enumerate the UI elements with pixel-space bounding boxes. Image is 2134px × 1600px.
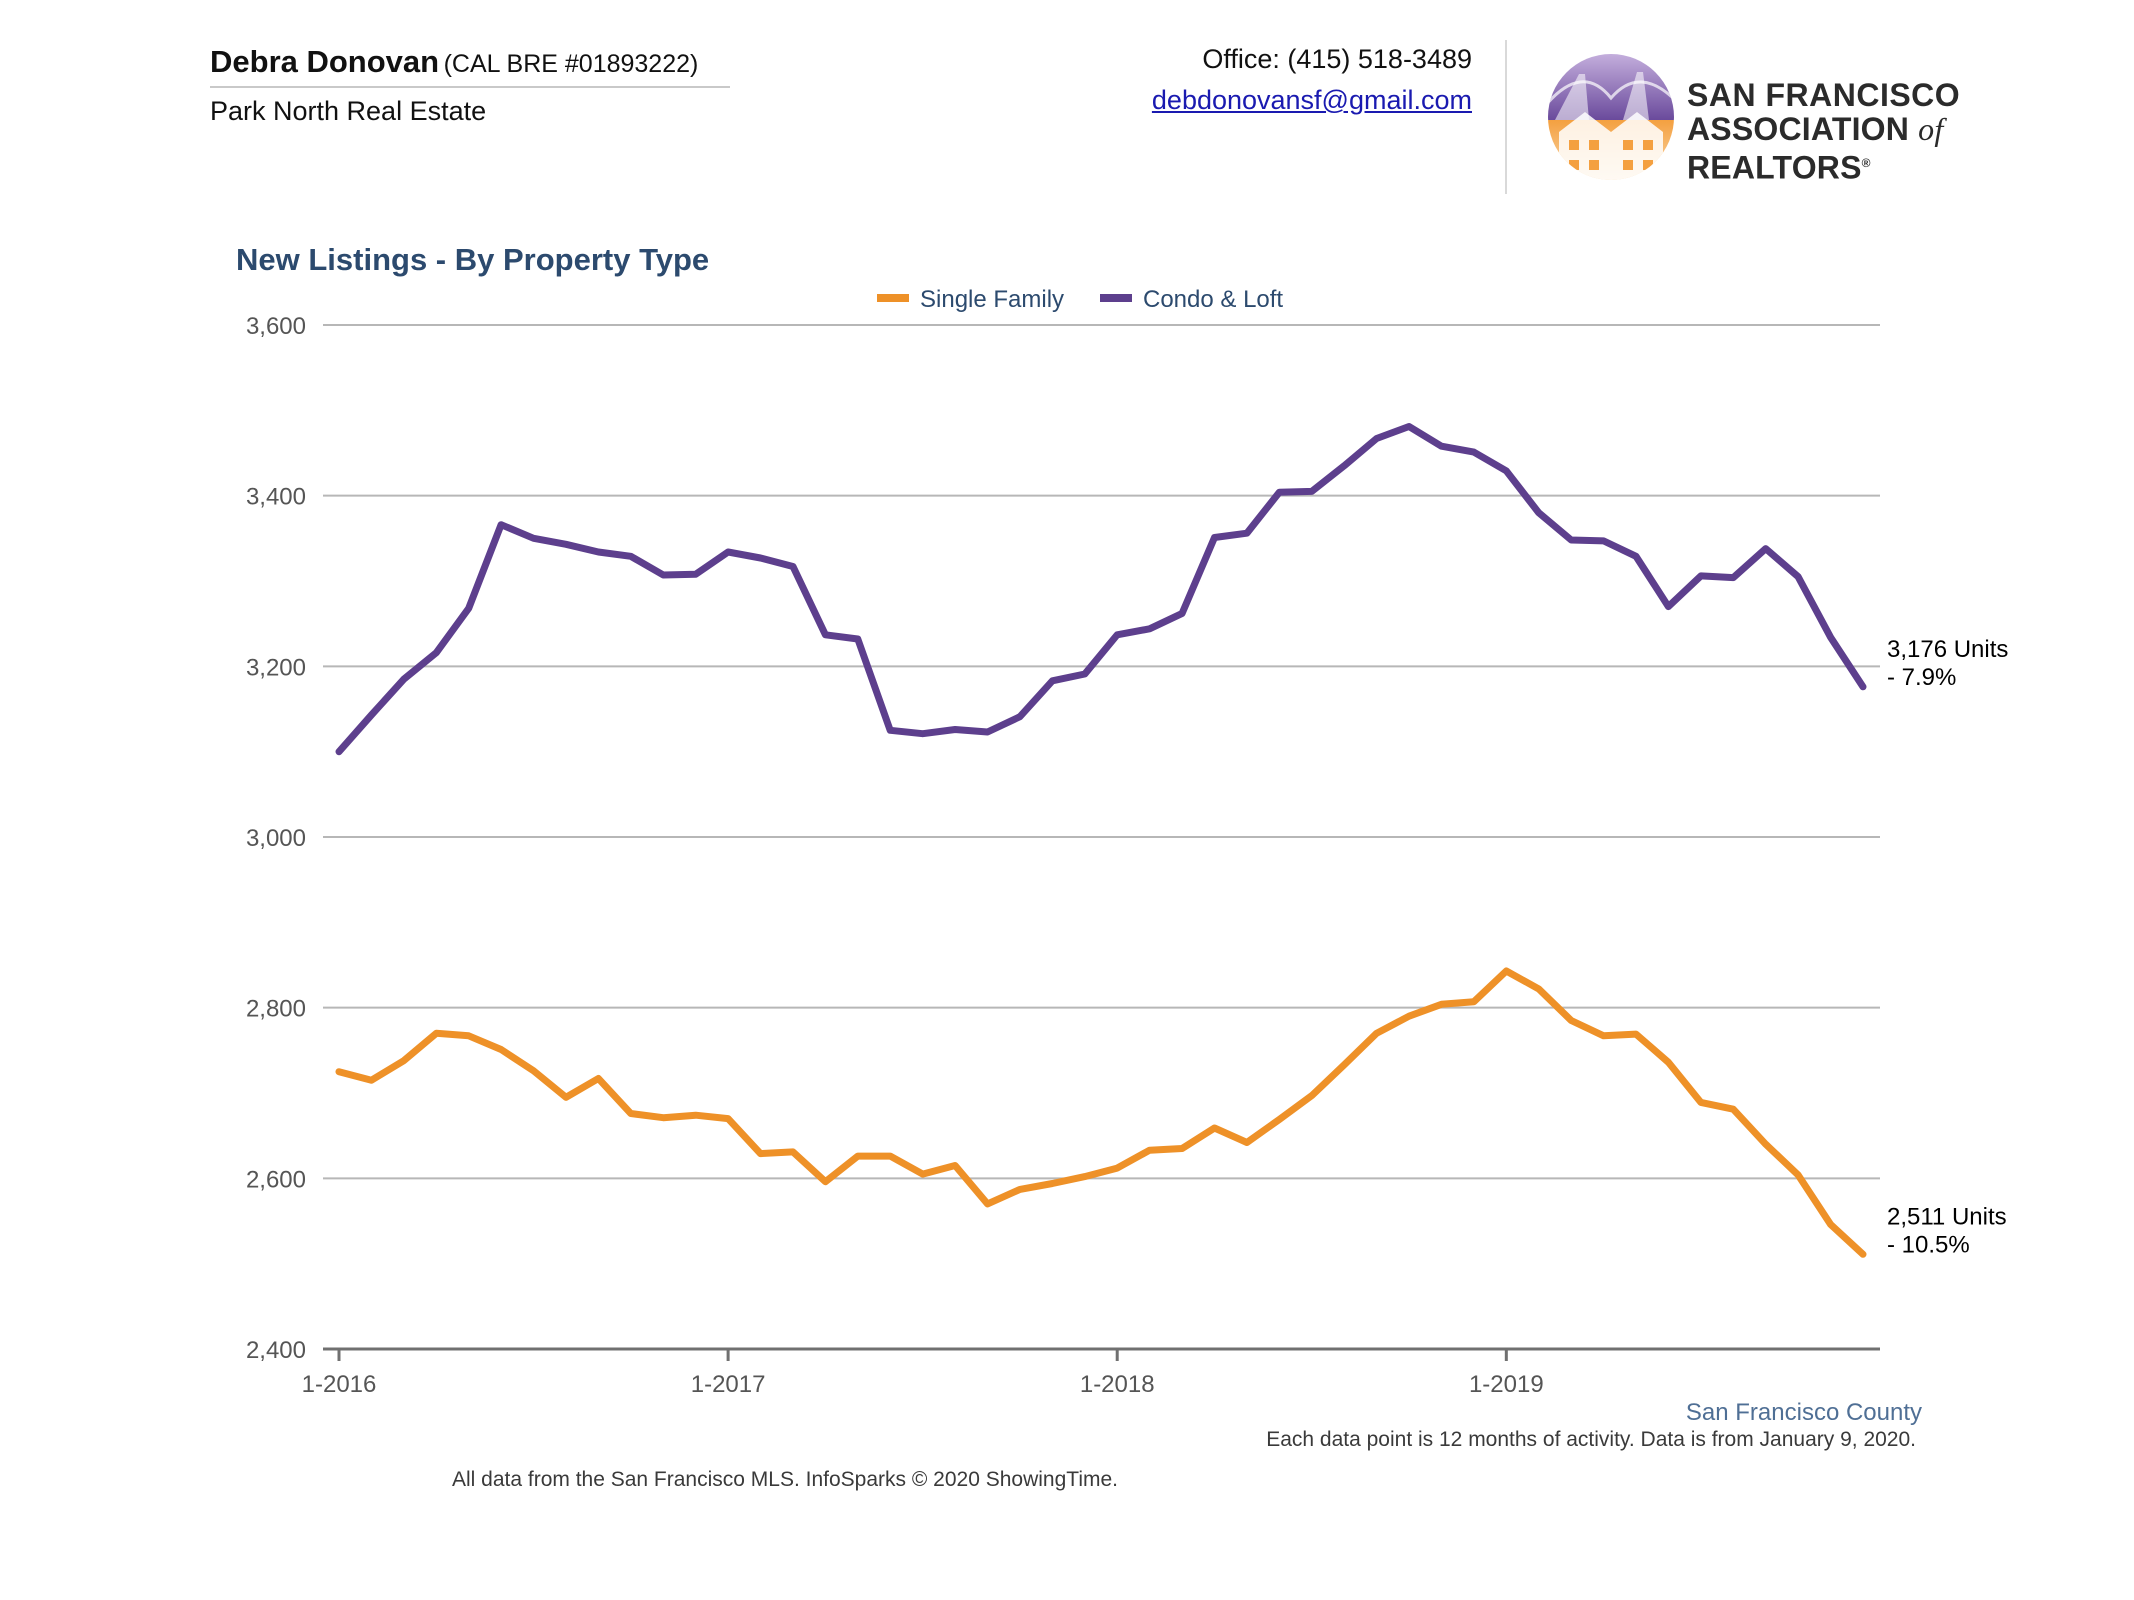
sfar-wordmark-realtors: REALTORS [1687, 149, 1862, 186]
y-tick-label: 3,600 [246, 313, 306, 340]
agent-company: Park North Real Estate [210, 96, 487, 126]
sfar-wordmark-association: ASSOCIATION [1687, 111, 1910, 147]
region-label: San Francisco County [1686, 1399, 1922, 1426]
x-axis-ticks: 1-2016 1-2017 1-2018 1-2019 [302, 1349, 1544, 1398]
y-tick-label: 2,800 [246, 996, 306, 1023]
sfar-logo: SAN FRANCISCO ASSOCIATION of REALTORS® [1545, 50, 2105, 185]
y-axis-ticks: 2,400 2,600 2,800 3,000 3,200 3,400 3,600 [246, 313, 306, 1364]
legend-label-condo-loft: Condo & Loft [1143, 286, 1283, 313]
chart-title: New Listings - By Property Type [236, 242, 709, 277]
agent-block: Debra Donovan (CAL BRE #01893222) Park N… [210, 44, 730, 127]
y-tick-label: 2,400 [246, 1337, 306, 1364]
registered-mark: ® [1861, 156, 1871, 170]
series-line-condo-loft [335, 423, 1867, 756]
series-line-single-family [335, 967, 1867, 1258]
email-link[interactable]: debdonovansf@gmail.com [1151, 85, 1472, 115]
sfar-wordmark-line1: SAN FRANCISCO [1687, 77, 1961, 113]
chart-legend: Single Family Condo & Loft [877, 286, 1283, 313]
y-tick-label: 2,600 [246, 1166, 306, 1193]
x-tick-label: 1-2017 [691, 1371, 766, 1398]
sfar-wordmark: SAN FRANCISCO ASSOCIATION of REALTORS® [1687, 78, 2105, 185]
y-gridlines [323, 324, 1880, 1180]
x-tick-label: 1-2018 [1080, 1371, 1155, 1398]
y-tick-label: 3,400 [246, 484, 306, 511]
agent-name: Debra Donovan [210, 44, 440, 79]
y-tick-label: 3,200 [246, 654, 306, 681]
end-labels: 2,511 Units- 10.5% 3,176 Units- 7.9% [1887, 636, 2008, 1258]
legend-label-single-family: Single Family [920, 286, 1064, 313]
data-note: Each data point is 12 months of activity… [1266, 1428, 1916, 1451]
sfar-emblem-icon [1548, 54, 1674, 180]
sfar-wordmark-line2: ASSOCIATION of REALTORS® [1687, 112, 2105, 185]
end-label-change: - 7.9% [1887, 664, 1956, 691]
office-phone: Office: (415) 518-3489 [1202, 44, 1472, 74]
end-label-change: - 10.5% [1887, 1231, 1970, 1258]
end-label-units: 2,511 Units [1887, 1203, 2007, 1230]
sfar-wordmark-of: of [1918, 111, 1944, 147]
header-divider [1505, 40, 1507, 194]
x-tick-label: 1-2019 [1469, 1371, 1544, 1398]
chart-series [335, 423, 1867, 1258]
end-label-units: 3,176 Units [1887, 636, 2008, 663]
source-note: All data from the San Francisco MLS. Inf… [451, 1468, 1118, 1491]
agent-license: (CAL BRE #01893222) [443, 50, 699, 78]
y-tick-label: 3,000 [246, 825, 306, 852]
contact-block: Office: (415) 518-3489 debdonovansf@gmai… [1152, 44, 1472, 116]
agent-divider [210, 86, 730, 88]
x-tick-label: 1-2016 [302, 1371, 377, 1398]
